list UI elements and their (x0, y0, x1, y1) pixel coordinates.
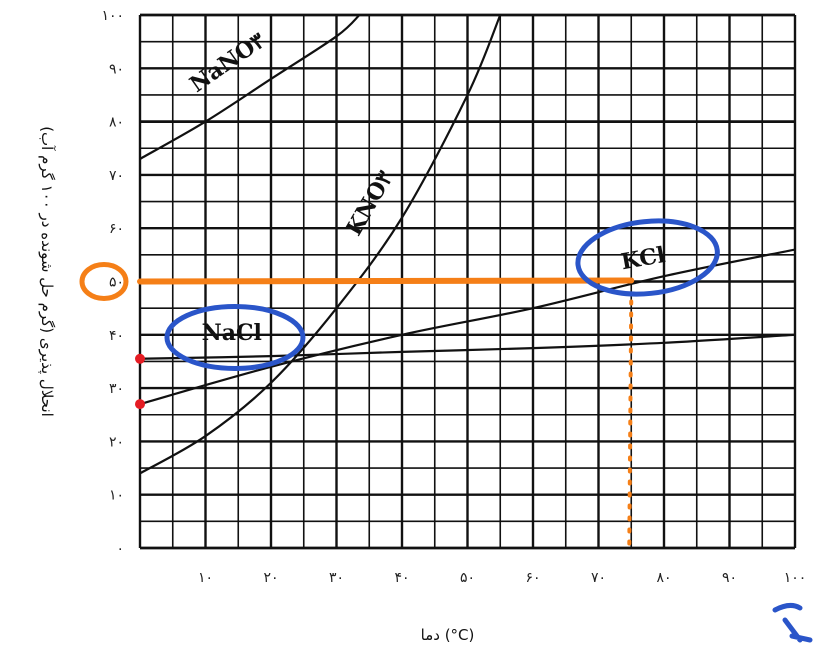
y-tick-label-50: ۵۰ (109, 275, 124, 291)
y-tick-label-30: ۳۰ (109, 381, 124, 397)
label-circle-nacl (164, 303, 306, 371)
y-tick-label-90: ۹۰ (109, 61, 124, 77)
pen-stroke (772, 602, 813, 643)
y-tick-label-0: ۰ (116, 541, 124, 557)
y-tick-label-100: ۱۰۰ (101, 8, 124, 24)
x-tick-label-50: ۵۰ (460, 570, 475, 586)
annotations (79, 218, 813, 643)
intercept-marker-1 (135, 399, 145, 410)
y-tick-label-60: ۶۰ (109, 221, 124, 237)
x-tick-label-30: ۳۰ (329, 570, 344, 586)
series-line-2 (139, 248, 796, 406)
y-axis-title: انحلال پذیری (گرم حل شونده در ۱۰۰ گرم آب… (37, 126, 56, 417)
series-line-1 (139, 14, 502, 475)
y-tick-label-40: ۴۰ (109, 328, 124, 344)
x-tick-label-90: ۹۰ (722, 570, 737, 586)
y-tick-label-10: ۱۰ (109, 488, 124, 504)
series-line-3 (139, 333, 796, 360)
intercept-marker-0 (135, 353, 145, 364)
x-tick-label-70: ۷۰ (591, 570, 606, 586)
x-tick-label-10: ۱۰ (198, 570, 213, 586)
series-line-0 (139, 14, 361, 160)
y-tick-label-80: ۸۰ (109, 115, 124, 131)
x-axis-title: دما (°C) (421, 626, 475, 644)
series-label-3: NaCl (202, 320, 262, 346)
x-tick-label-40: ۴۰ (394, 570, 409, 586)
series-label-2: KCl (619, 242, 667, 275)
x-tick-label-60: ۶۰ (525, 570, 540, 586)
tick-circle (79, 262, 129, 301)
y-tick-label-20: ۲۰ (109, 434, 124, 450)
y-tick-label-70: ۷۰ (109, 168, 124, 184)
curves (139, 14, 796, 475)
label-circle-kcl (575, 218, 720, 297)
x-tick-label-20: ۲۰ (263, 570, 278, 586)
highlight-line-vertical (627, 299, 634, 552)
highlight-line-horizontal (137, 277, 635, 285)
x-tick-label-100: ۱۰۰ (784, 570, 807, 586)
x-tick-label-80: ۸۰ (656, 570, 671, 586)
